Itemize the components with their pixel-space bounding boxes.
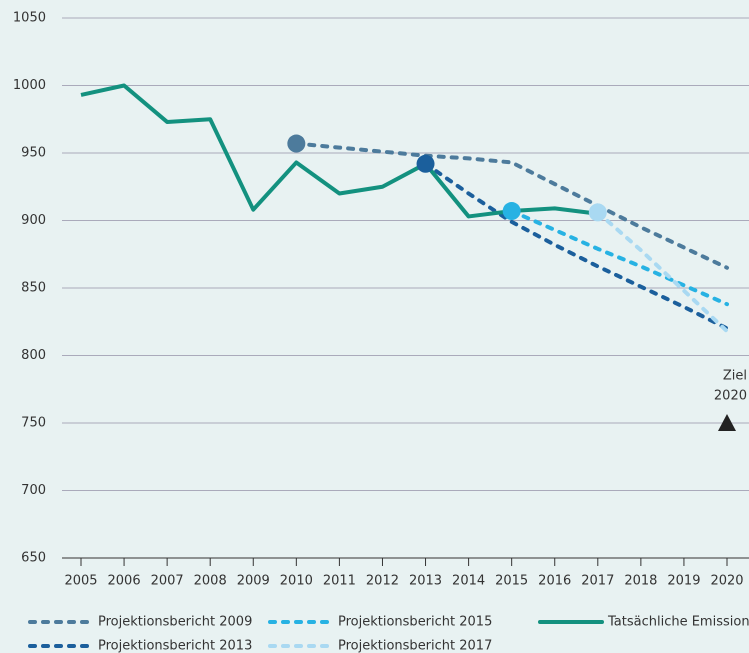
x-tick-label: 2019 xyxy=(667,574,700,589)
series-line xyxy=(294,141,729,270)
legend-label: Projektionsbericht 2013 xyxy=(98,639,252,653)
y-tick-label: 650 xyxy=(21,551,46,566)
series-line xyxy=(595,210,729,334)
series-line xyxy=(423,161,729,331)
start-marker xyxy=(416,154,435,173)
y-tick-label: 800 xyxy=(21,348,46,363)
y-tick-label: 850 xyxy=(21,281,46,296)
annotation-text: 2020 xyxy=(714,389,747,404)
x-tick-label: 2005 xyxy=(64,574,97,589)
y-tick-label: 1000 xyxy=(13,78,46,93)
x-tick-label: 2006 xyxy=(108,574,141,589)
x-tick-label: 2009 xyxy=(237,574,270,589)
series-line xyxy=(80,83,599,219)
x-tick-label: 2014 xyxy=(452,574,485,589)
x-tick-label: 2020 xyxy=(710,574,743,589)
x-tick-label: 2017 xyxy=(581,574,614,589)
legend-label: Projektionsbericht 2015 xyxy=(338,615,492,630)
legend-label: Tatsächliche Emissionen xyxy=(607,615,749,630)
y-tick-label: 900 xyxy=(21,213,46,228)
y-tick-label: 950 xyxy=(21,146,46,161)
x-tick-label: 2007 xyxy=(151,574,184,589)
x-tick-label: 2012 xyxy=(366,574,399,589)
y-tick-label: 700 xyxy=(21,483,46,498)
annotation-text: Ziel xyxy=(723,369,747,384)
legend-label: Projektionsbericht 2009 xyxy=(98,615,252,630)
start-marker xyxy=(502,202,521,221)
x-tick-label: 2015 xyxy=(495,574,528,589)
x-tick-label: 2011 xyxy=(323,574,356,589)
start-marker xyxy=(287,134,306,153)
start-marker xyxy=(588,203,607,222)
y-tick-label: 1050 xyxy=(13,11,46,26)
legend-label: Projektionsbericht 2017 xyxy=(338,639,492,653)
x-tick-label: 2013 xyxy=(409,574,442,589)
x-tick-label: 2018 xyxy=(624,574,657,589)
series-line xyxy=(509,209,729,307)
x-tick-label: 2008 xyxy=(194,574,227,589)
x-tick-label: 2016 xyxy=(538,574,571,589)
y-tick-label: 750 xyxy=(21,416,46,431)
x-tick-label: 2010 xyxy=(280,574,313,589)
target-marker xyxy=(718,414,736,431)
